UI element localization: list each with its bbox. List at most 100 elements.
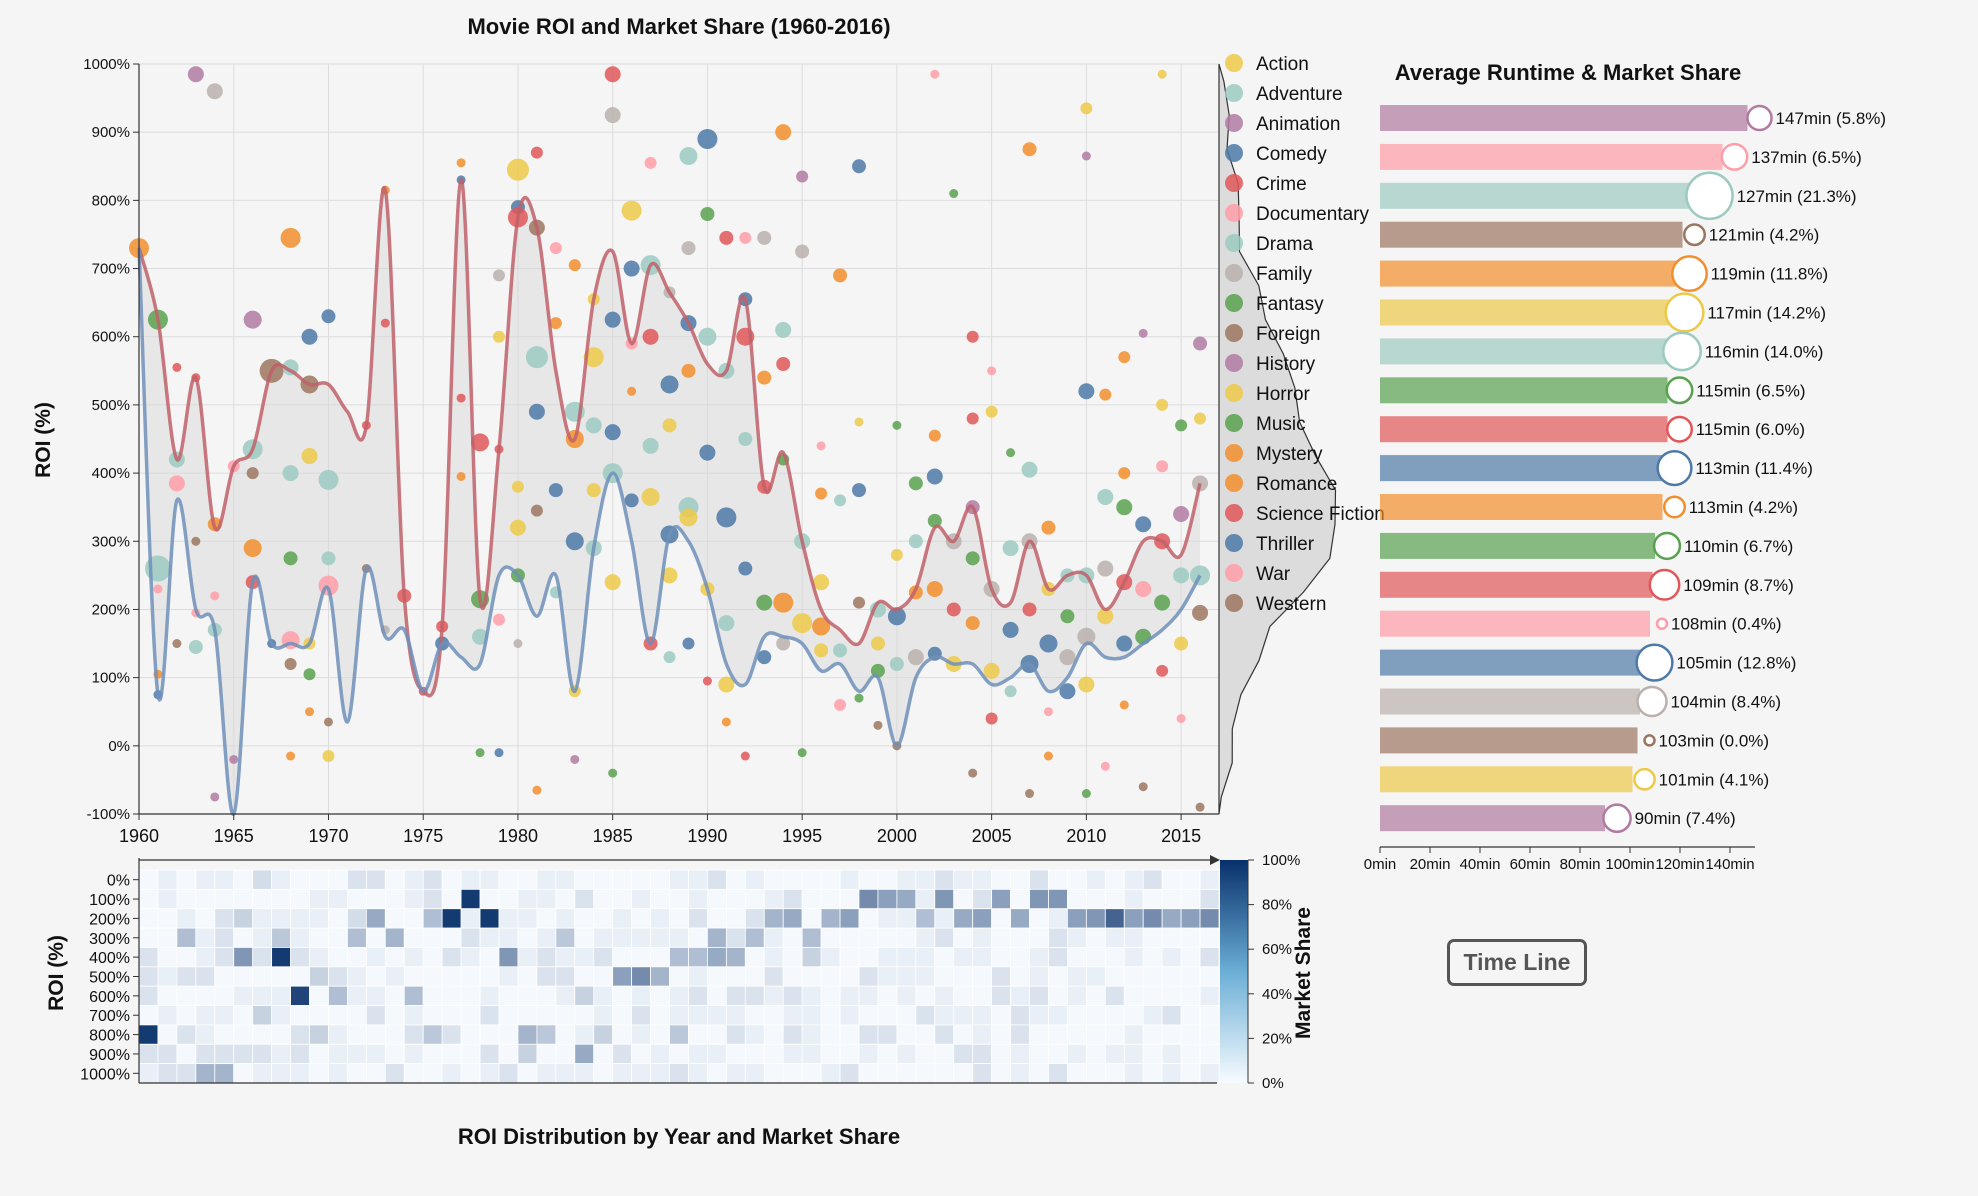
scatter-point — [816, 441, 826, 451]
heatmap-cell — [1067, 966, 1087, 987]
heatmap-cell — [839, 927, 860, 948]
legend-swatch — [1225, 174, 1243, 192]
heatmap-cell — [744, 966, 765, 987]
heatmap-cell — [328, 888, 348, 910]
scatter-point — [698, 327, 717, 346]
heatmap-cell — [1123, 1043, 1144, 1065]
heatmap-cell — [384, 985, 405, 1006]
heatmap-cell — [536, 1043, 557, 1065]
heatmap-cell — [934, 947, 955, 968]
heatmap-cell — [479, 985, 500, 1006]
heatmap-cell — [555, 947, 576, 968]
heatmap-cell — [555, 927, 576, 948]
heatmap-cell — [214, 927, 235, 948]
heatmap-cell — [498, 1024, 519, 1045]
runtime-bar-label: 147min (5.8%) — [1776, 109, 1887, 128]
heatmap-cell — [328, 1043, 348, 1065]
heatmap-cell — [328, 1024, 348, 1045]
scatter-point — [776, 636, 791, 651]
heatmap-cell — [612, 908, 633, 929]
heatmap-ylabel: ROI (%) — [45, 935, 68, 1011]
heatmap-cell — [915, 869, 936, 890]
heatmap-cell — [593, 888, 614, 910]
runtime-bar — [1380, 649, 1643, 676]
scatter-point — [1194, 412, 1207, 425]
scatter-point — [1097, 488, 1114, 505]
heatmap-cell — [991, 869, 1011, 890]
scatter-point — [1195, 802, 1205, 812]
heatmap-cell — [915, 927, 936, 948]
heatmap-cell — [1199, 1043, 1220, 1065]
heatmap-cell — [972, 888, 993, 910]
heatmap-cell — [991, 947, 1011, 968]
heatmap-cell — [1067, 1063, 1087, 1084]
heatmap-cell — [1199, 1005, 1220, 1026]
heatmap-cell — [157, 927, 178, 948]
heatmap-cell — [479, 1005, 500, 1026]
heatmap-cell — [934, 985, 955, 1006]
heatmap-cell — [195, 1043, 216, 1065]
heatmap-cell — [631, 1043, 651, 1065]
heatmap-cell — [801, 1043, 822, 1065]
scatter-point — [1135, 581, 1152, 597]
heatmap-cell — [252, 985, 273, 1006]
heatmap-cell — [725, 1005, 746, 1026]
heatmap-cell — [650, 985, 670, 1006]
scatter-point — [280, 227, 301, 248]
heatmap-cell — [460, 947, 481, 968]
heatmap-cell — [593, 1024, 614, 1045]
heatmap-cell — [744, 908, 765, 929]
heatmap-cell — [934, 908, 955, 929]
scatter-point — [928, 429, 941, 442]
heatmap-cell — [593, 908, 614, 929]
heatmap-cell — [650, 1024, 670, 1045]
bar-xtick-label: 140min — [1705, 856, 1754, 873]
heatmap-cell — [612, 985, 633, 1006]
scatter-point — [608, 768, 618, 778]
scatter-point — [681, 241, 696, 256]
heatmap-cell — [991, 1043, 1011, 1065]
scatter-point — [187, 66, 204, 83]
heatmap-cell — [271, 888, 291, 910]
scatter-point — [493, 613, 505, 626]
runtime-bar-label: 108min (0.4%) — [1671, 615, 1782, 634]
heatmap-cell — [555, 869, 576, 890]
heatmap-cell — [271, 1063, 291, 1084]
scatter-point — [305, 707, 315, 717]
heatmap-cell — [479, 966, 500, 987]
heatmap-cell — [328, 908, 348, 929]
heatmap-cell — [214, 869, 235, 890]
heatmap-cell — [1067, 1043, 1087, 1065]
scatter-point — [322, 750, 335, 763]
heatmap-cell — [460, 869, 481, 890]
scatter-point — [890, 548, 903, 561]
heatmap-cell — [991, 985, 1011, 1006]
heatmap-cell — [1048, 888, 1068, 910]
heatmap-cell — [1029, 869, 1049, 890]
scatter-point — [870, 636, 885, 651]
heatmap-cell — [290, 985, 310, 1006]
scatter-point — [513, 639, 523, 649]
heatmap-title: ROI Distribution by Year and Market Shar… — [458, 1124, 900, 1149]
heatmap-cell — [896, 985, 917, 1006]
heatmap-cell — [157, 888, 178, 910]
timeline-button[interactable]: Time Line — [1447, 939, 1587, 986]
heatmap-cell — [138, 1043, 159, 1065]
heatmap-cell — [1180, 1043, 1201, 1065]
heatmap-cell — [744, 888, 765, 910]
scatter-point — [246, 467, 259, 480]
scatter-point — [585, 417, 602, 434]
heatmap-cell — [1161, 966, 1182, 987]
heatmap-cell — [934, 888, 955, 910]
heatmap-cell — [934, 927, 955, 948]
heatmap-cell — [1085, 927, 1106, 948]
heatmap-cell — [1161, 1005, 1182, 1026]
heatmap-cell — [403, 947, 424, 968]
scatter-point — [530, 146, 543, 159]
heatmap-cell — [725, 985, 746, 1006]
heatmap-cell — [271, 985, 291, 1006]
scatter-point — [1176, 714, 1186, 724]
heatmap-cell — [460, 966, 481, 987]
heatmap-cell — [214, 908, 235, 929]
scatter-point — [604, 574, 621, 591]
